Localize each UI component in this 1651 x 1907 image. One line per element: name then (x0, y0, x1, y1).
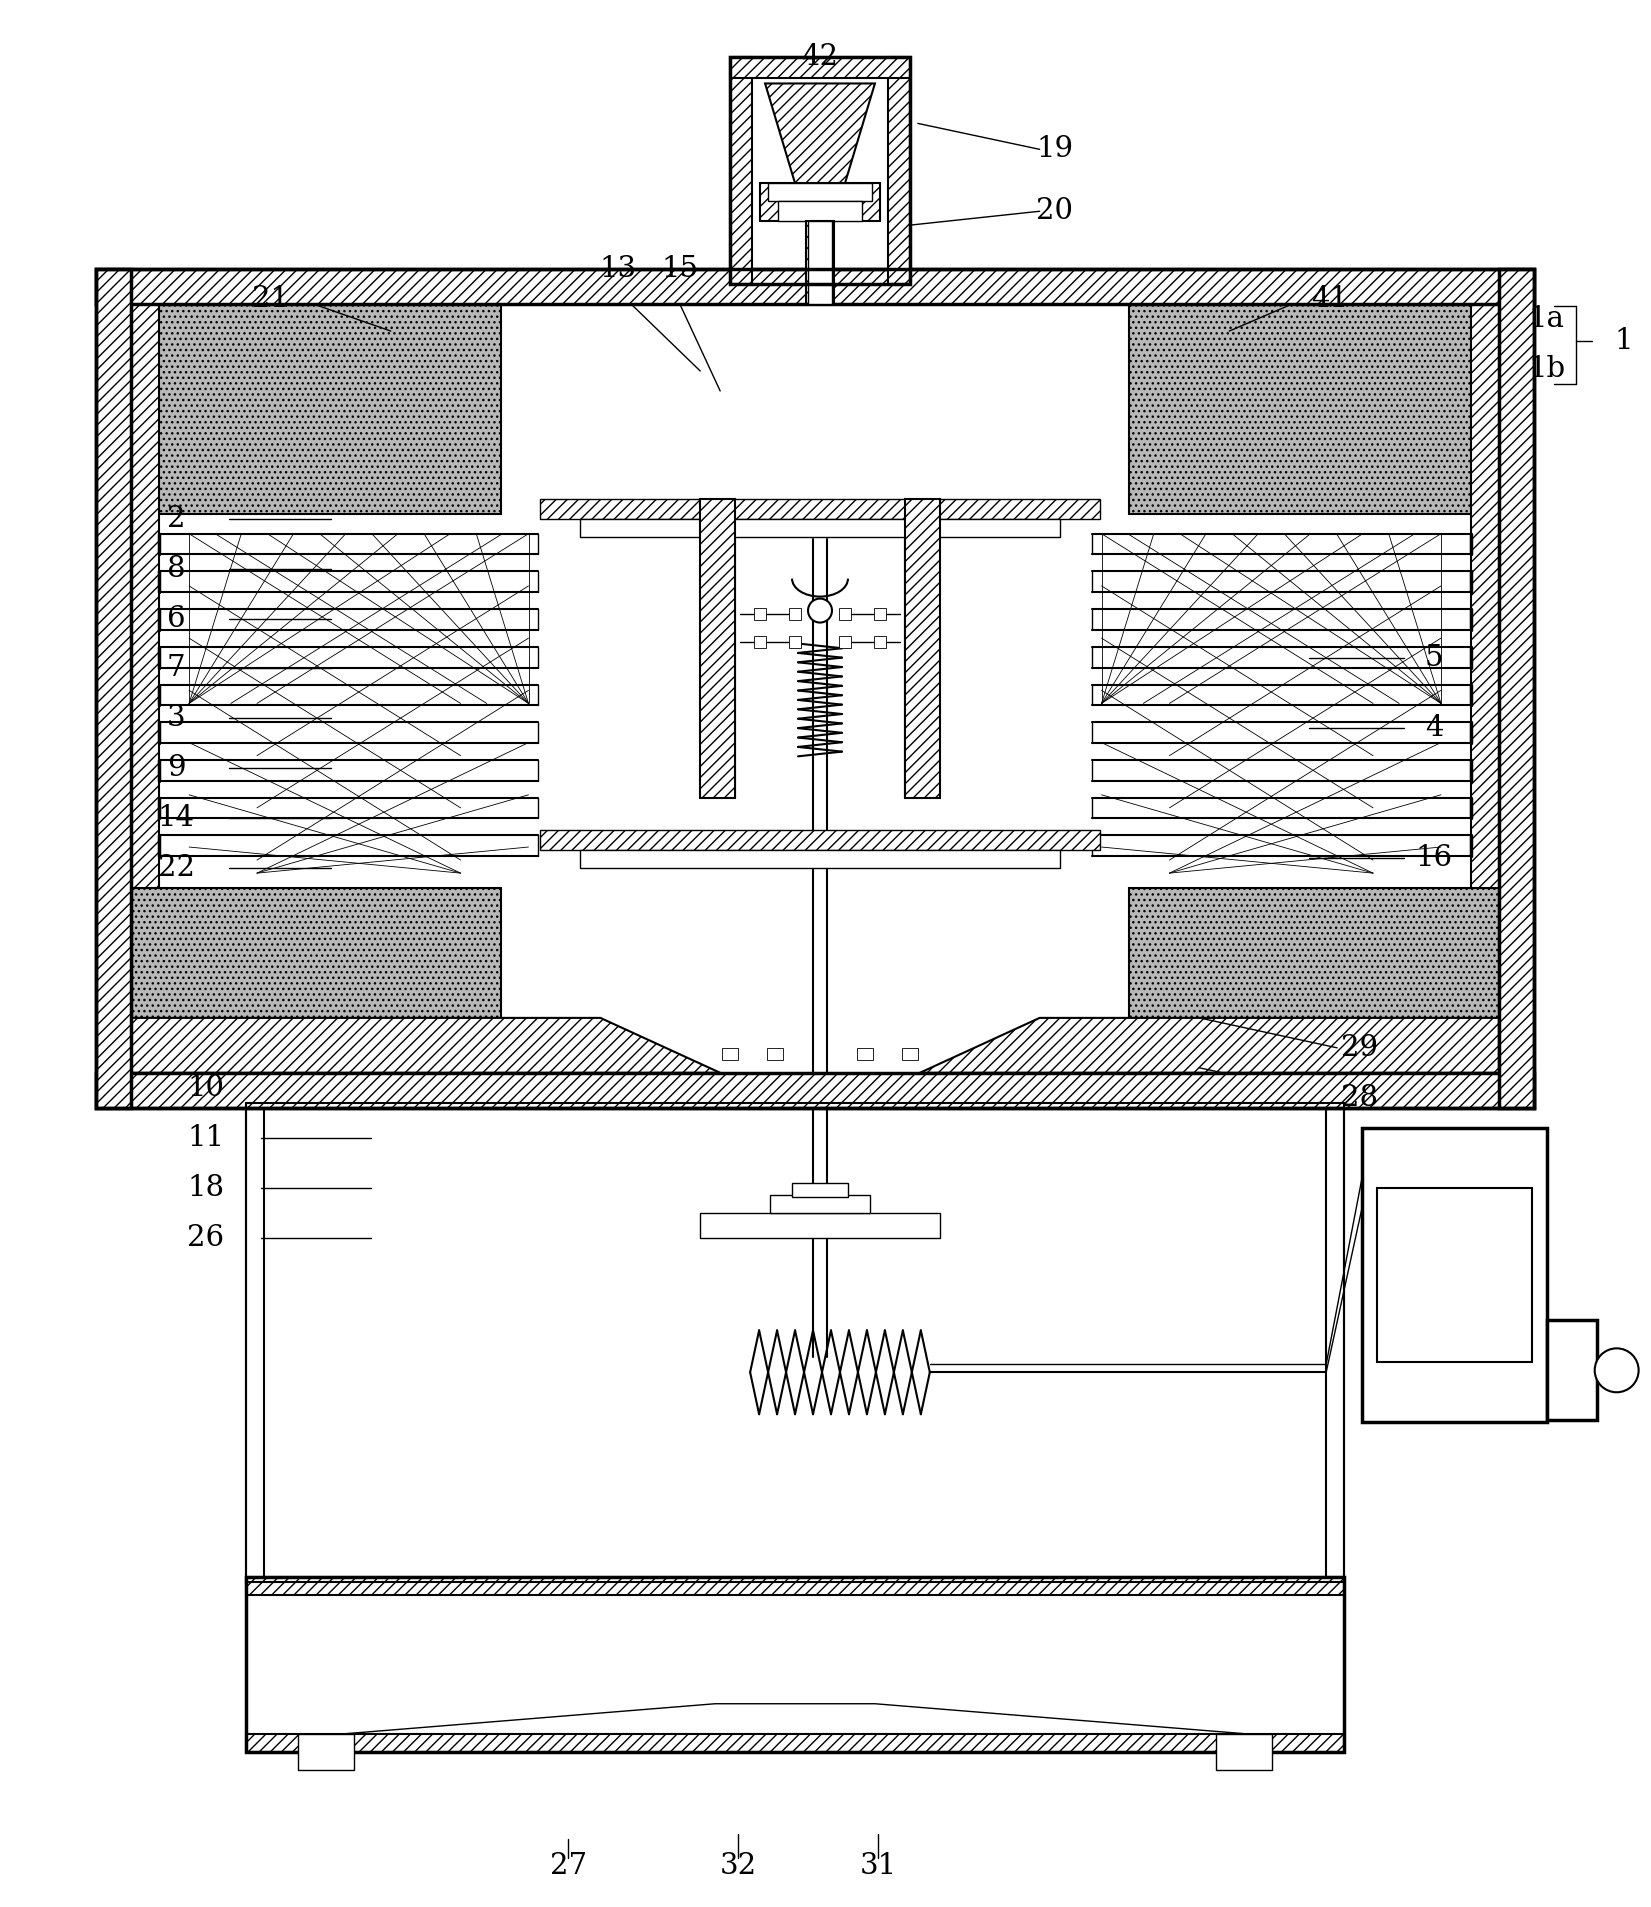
Text: 10: 10 (188, 1074, 225, 1102)
Text: 42: 42 (801, 42, 839, 71)
Text: 6: 6 (167, 605, 185, 633)
Text: 19: 19 (1037, 135, 1073, 164)
Bar (755, 635, 766, 648)
Bar (789, 635, 801, 648)
Bar (96, 269, 130, 1108)
Bar (721, 1047, 738, 1060)
Text: 31: 31 (860, 1852, 896, 1880)
Text: 13: 13 (599, 256, 637, 282)
Text: 28: 28 (1341, 1083, 1377, 1112)
Bar (130, 303, 500, 513)
Text: 9: 9 (167, 755, 185, 782)
Text: 27: 27 (550, 1852, 588, 1880)
Bar (540, 500, 1100, 519)
Bar (1499, 269, 1534, 1108)
Bar (130, 889, 500, 1068)
Bar (806, 221, 834, 303)
Text: 7: 7 (167, 654, 185, 683)
Bar (768, 1047, 783, 1060)
Bar (96, 269, 1534, 1108)
Text: 11: 11 (188, 1123, 225, 1152)
Bar (888, 57, 910, 284)
Bar (1326, 1102, 1344, 1583)
Text: 29: 29 (1341, 1034, 1377, 1062)
Text: 3: 3 (167, 704, 185, 732)
Bar (246, 1102, 264, 1583)
Bar (873, 635, 887, 648)
Bar (246, 1577, 1344, 1753)
Bar (96, 1074, 1534, 1108)
Bar (807, 221, 832, 303)
Bar (1129, 303, 1499, 513)
Bar (839, 608, 850, 620)
Text: 15: 15 (662, 256, 698, 282)
Bar (901, 1047, 918, 1060)
Bar (96, 269, 1534, 303)
Bar (857, 1047, 873, 1060)
Bar (755, 608, 766, 620)
Bar (1471, 303, 1499, 1074)
Text: 5: 5 (1425, 645, 1443, 673)
Text: 41: 41 (1311, 286, 1347, 313)
Bar (839, 635, 850, 648)
Text: 32: 32 (720, 1852, 756, 1880)
Circle shape (1595, 1348, 1639, 1392)
Bar (759, 183, 880, 221)
Polygon shape (764, 84, 875, 183)
Bar (768, 183, 872, 202)
Bar (905, 500, 939, 799)
Bar (769, 1194, 870, 1213)
Text: 2: 2 (167, 505, 185, 532)
Bar (730, 57, 753, 284)
Polygon shape (920, 1018, 1499, 1074)
Text: 26: 26 (188, 1224, 225, 1251)
Bar (700, 500, 735, 799)
Polygon shape (130, 1018, 720, 1074)
Bar (730, 57, 910, 78)
Text: 16: 16 (1415, 845, 1453, 871)
Bar (1217, 1733, 1273, 1770)
Bar (700, 1213, 939, 1238)
Text: 22: 22 (157, 854, 195, 883)
Bar (1547, 1320, 1597, 1421)
Bar (1377, 1188, 1532, 1362)
Circle shape (807, 599, 832, 622)
Bar (130, 303, 158, 1074)
Bar (581, 519, 1060, 536)
Bar (789, 608, 801, 620)
Text: 1a: 1a (1529, 305, 1565, 334)
Bar (792, 1182, 849, 1196)
Text: 20: 20 (1037, 196, 1073, 225)
Text: 1b: 1b (1529, 355, 1565, 383)
Text: 21: 21 (253, 286, 289, 313)
Bar (1129, 889, 1499, 1068)
Text: 14: 14 (157, 805, 195, 831)
Bar (873, 608, 887, 620)
Text: 1: 1 (1615, 326, 1633, 355)
Bar (246, 1577, 1344, 1594)
Bar (1362, 1127, 1547, 1423)
Text: 4: 4 (1425, 715, 1443, 742)
Text: 18: 18 (188, 1173, 225, 1201)
Bar (581, 851, 1060, 868)
Text: 8: 8 (167, 555, 185, 584)
Bar (778, 202, 862, 221)
Bar (246, 1102, 1344, 1583)
Bar (297, 1733, 353, 1770)
Bar (540, 830, 1100, 851)
Bar (246, 1733, 1344, 1753)
Bar (730, 57, 910, 284)
